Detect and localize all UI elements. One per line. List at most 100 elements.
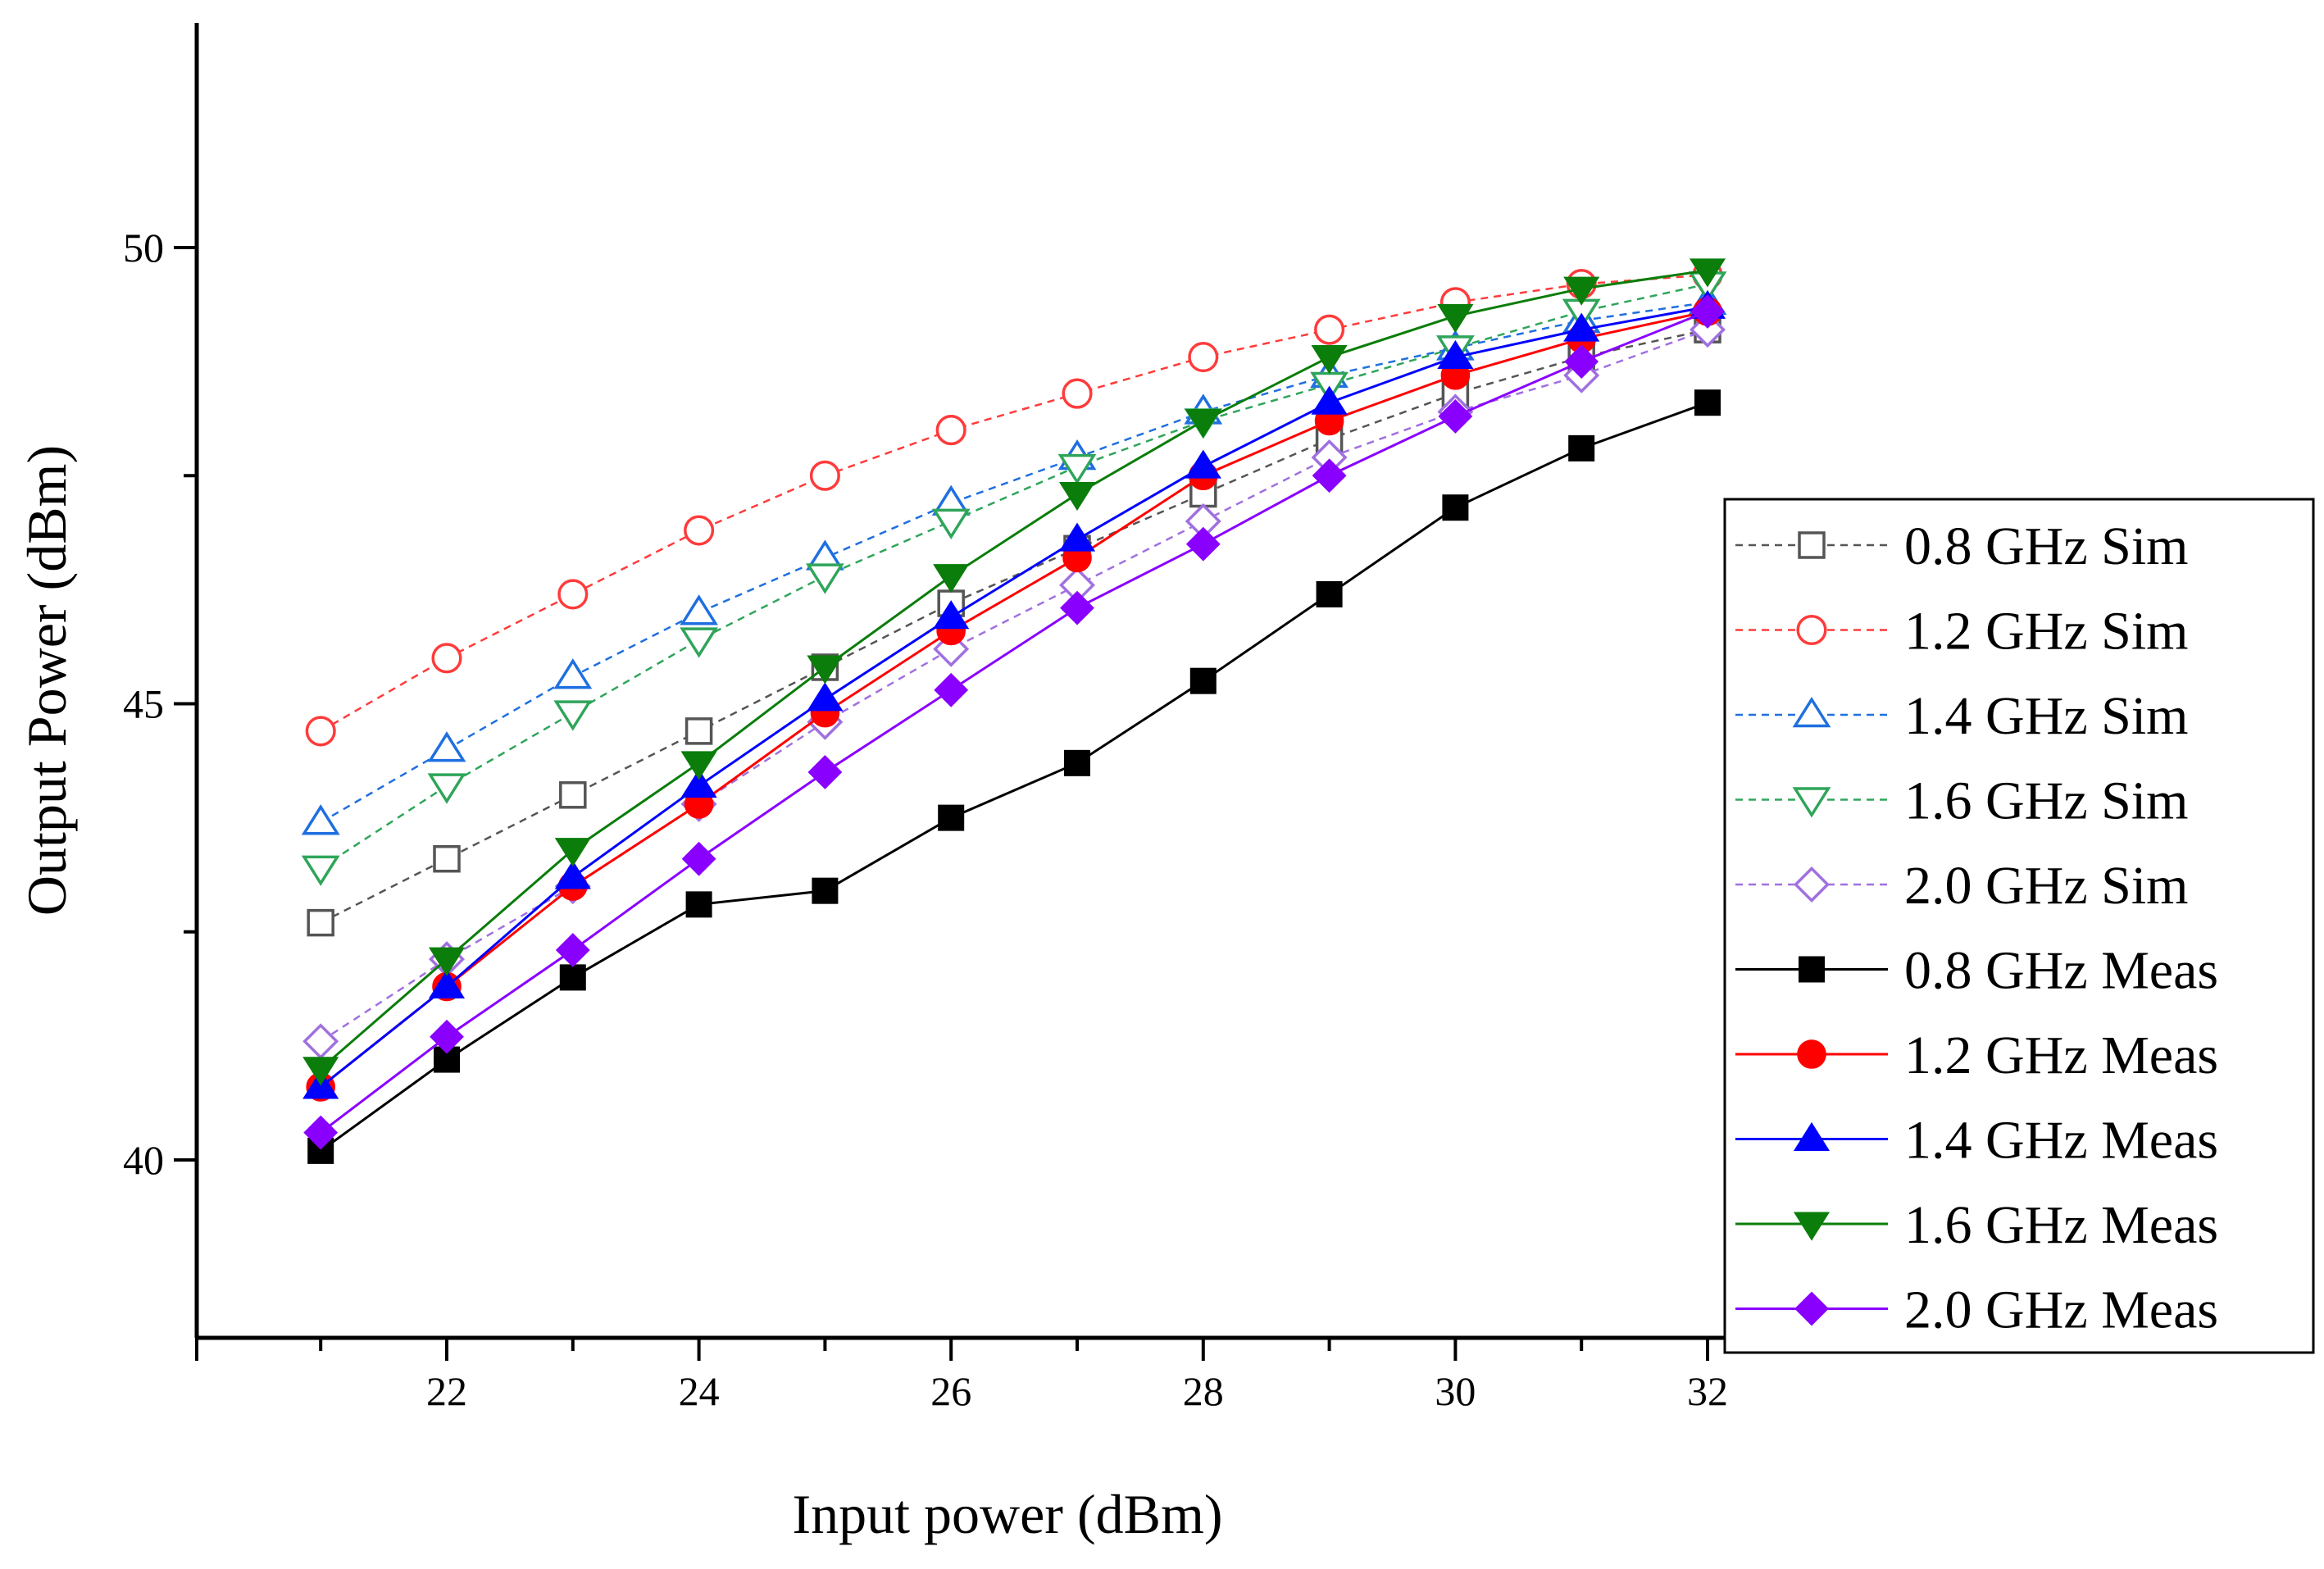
data-point-square — [1799, 956, 1825, 983]
series-1-4-ghz-meas — [302, 289, 1726, 1099]
data-point-triangle-up — [553, 658, 593, 689]
legend-label: 1.6 GHz Meas — [1904, 1195, 2218, 1255]
data-point-triangle-down — [1057, 453, 1097, 485]
data-point-triangle-up — [680, 769, 717, 798]
data-point-diamond — [1438, 398, 1473, 434]
legend-label: 2.0 GHz Sim — [1904, 856, 2189, 916]
y-axis-title: Output Power (dBm) — [16, 445, 78, 916]
data-point-triangle-down — [553, 700, 593, 731]
data-point-triangle-down — [931, 508, 971, 539]
data-point-square — [1316, 580, 1343, 607]
data-point-square — [1064, 749, 1090, 776]
series-line — [320, 328, 1708, 924]
data-point-triangle-up — [1058, 522, 1096, 552]
data-point-diamond — [303, 1115, 339, 1150]
data-point-square — [1568, 434, 1595, 462]
data-point-square — [433, 844, 461, 873]
data-point-triangle-down — [1792, 787, 1831, 818]
series-2-0-ghz-sim — [302, 312, 1726, 1060]
data-point-triangle-down — [680, 751, 717, 780]
legend-label: 1.2 GHz Meas — [1904, 1026, 2218, 1085]
x-ticks: 22 24 26 28 30 32 — [195, 1338, 1728, 1414]
data-point-triangle-down — [302, 1057, 339, 1086]
data-point-circle — [1797, 1039, 1826, 1069]
series-line — [320, 328, 1708, 1043]
data-point-circle — [1796, 614, 1827, 646]
legend-label: 0.8 GHz Meas — [1904, 941, 2218, 1001]
legend-item: 0.8 GHz Meas — [1735, 941, 2218, 1001]
series-1-2-ghz-meas — [306, 297, 1722, 1102]
data-point-circle — [1062, 378, 1093, 409]
x-tick-label: 26 — [930, 1368, 971, 1414]
series-line — [320, 269, 1708, 1070]
legend-item: 0.8 GHz Sim — [1735, 516, 2189, 576]
data-point-square — [684, 717, 713, 745]
data-point-triangle-down — [1185, 408, 1221, 439]
data-point-circle — [1188, 342, 1219, 373]
legend-label: 1.4 GHz Sim — [1904, 686, 2189, 746]
data-point-triangle-up — [1793, 1121, 1831, 1151]
legend-item: 2.0 GHz Meas — [1735, 1280, 2218, 1340]
x-tick-label: 24 — [679, 1368, 720, 1414]
series-1-4-ghz-sim — [301, 284, 1727, 835]
data-point-diamond — [1185, 526, 1221, 562]
data-point-square — [812, 877, 839, 904]
data-point-diamond — [1564, 344, 1599, 380]
data-point-triangle-down — [428, 947, 466, 976]
data-point-triangle-up — [933, 600, 970, 630]
y-tick-label: 40 — [123, 1137, 164, 1183]
data-point-triangle-down — [807, 655, 844, 684]
series-line — [320, 305, 1708, 1089]
data-point-diamond — [1060, 590, 1094, 625]
legend-label: 1.4 GHz Meas — [1904, 1111, 2218, 1171]
legend-item: 1.2 GHz Meas — [1735, 1026, 2218, 1085]
series-0-8-ghz-meas — [307, 389, 1721, 1164]
data-point-triangle-down — [554, 838, 591, 867]
legend-label: 1.6 GHz Sim — [1904, 771, 2189, 831]
series-line — [320, 274, 1708, 732]
legend-item: 1.6 GHz Sim — [1735, 771, 2189, 831]
data-point-triangle-down — [1793, 1212, 1831, 1241]
series-1-2-ghz-sim — [305, 259, 1723, 747]
legend: 0.8 GHz Sim 1.2 GHz Sim 1.4 GHz Sim 1.6 GHz… — [1723, 498, 2315, 1354]
data-point-square — [307, 908, 334, 937]
x-axis-title: Input power (dBm) — [792, 1483, 1222, 1545]
data-point-triangle-up — [1437, 339, 1474, 370]
series-line — [320, 283, 1708, 869]
data-point-triangle-down — [427, 773, 466, 804]
series-line — [320, 401, 1708, 1153]
data-point-diamond — [302, 1023, 339, 1060]
x-tick-label: 22 — [426, 1368, 467, 1414]
data-point-diamond — [430, 1019, 464, 1054]
data-point-circle — [809, 460, 840, 491]
data-point-triangle-down — [1437, 303, 1474, 334]
data-point-triangle-down — [1058, 482, 1096, 512]
data-point-triangle-down — [805, 563, 844, 594]
data-point-square — [1798, 531, 1826, 559]
data-point-diamond — [681, 841, 716, 876]
data-point-square — [1189, 667, 1217, 694]
legend-item: 2.0 GHz Sim — [1735, 856, 2189, 916]
data-point-diamond — [807, 755, 843, 789]
data-point-square — [1694, 389, 1721, 416]
series-0-8-ghz-sim — [307, 316, 1721, 937]
data-point-circle — [305, 716, 336, 747]
data-point-circle — [935, 415, 966, 446]
data-point-triangle-down — [933, 564, 970, 593]
data-point-triangle-down — [1563, 276, 1600, 306]
data-point-triangle-down — [680, 627, 719, 658]
data-point-diamond — [1794, 1291, 1829, 1326]
data-point-triangle-up — [1563, 312, 1600, 342]
y-tick-label: 45 — [123, 681, 164, 727]
data-point-diamond — [934, 672, 969, 707]
data-point-square — [1442, 494, 1469, 521]
series-2-0-ghz-meas — [303, 293, 1725, 1150]
series-1-6-ghz-meas — [302, 258, 1726, 1086]
data-point-square — [559, 781, 587, 809]
data-point-square — [938, 804, 965, 831]
data-point-triangle-up — [427, 731, 466, 762]
data-point-triangle-up — [554, 860, 591, 889]
series-line — [320, 310, 1708, 1089]
data-point-diamond — [1794, 866, 1830, 903]
data-point-triangle-up — [1792, 696, 1831, 728]
